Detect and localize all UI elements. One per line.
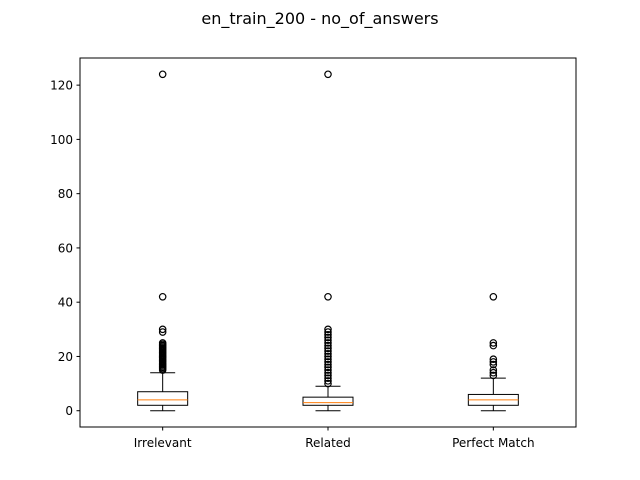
outlier-point: [324, 352, 332, 361]
outlier-point: [489, 339, 498, 347]
y-tick-label: 80: [58, 187, 73, 201]
outlier-point: [324, 355, 332, 363]
x-tick-label: Related: [305, 436, 351, 450]
box-iqr: [137, 391, 189, 406]
outlier-point: [489, 360, 498, 369]
outlier-point: [158, 325, 167, 334]
outlier-point: [324, 339, 332, 347]
outlier-point: [158, 70, 167, 79]
outlier-point: [489, 371, 498, 380]
outlier-point: [324, 292, 332, 301]
outlier-point: [324, 344, 332, 353]
outlier-point: [324, 371, 332, 380]
outlier-point: [158, 328, 167, 336]
y-tick-label: 40: [58, 296, 73, 310]
outlier-point: [324, 366, 332, 374]
outlier-point: [489, 368, 498, 377]
outlier-point: [489, 341, 498, 350]
outlier-point: [324, 330, 332, 339]
outlier-point: [324, 325, 332, 334]
y-tick-label: 120: [50, 79, 73, 93]
outlier-point: [324, 368, 332, 377]
outlier-point: [324, 70, 332, 79]
x-tick-label: Perfect Match: [452, 436, 534, 450]
y-tick-label: 20: [58, 350, 73, 364]
outlier-point: [489, 366, 498, 374]
outlier-point: [324, 358, 332, 366]
y-tick-label: 0: [65, 404, 73, 418]
plot-area: 0 20 40 60 80 100 120 Irrelevant Related Perfect …: [50, 70, 535, 450]
outlier-point: [324, 360, 332, 369]
outlier-point: [324, 374, 332, 382]
outlier-point: [489, 292, 498, 301]
outlier-point: [324, 333, 332, 342]
outlier-point: [324, 328, 332, 336]
outlier-point: [489, 355, 498, 363]
outlier-point: [324, 377, 332, 385]
outlier-point: [324, 336, 332, 344]
outlier-point: [489, 358, 498, 366]
outlier-point: [324, 379, 332, 388]
y-tick-label: 100: [50, 133, 73, 147]
y-tick-label: 60: [58, 241, 73, 255]
axes-frame: [79, 57, 577, 428]
chart-title: en_train_200 - no_of_answers: [201, 9, 438, 29]
x-tick-label: Irrelevant: [134, 436, 192, 450]
outlier-point: [324, 349, 332, 358]
outlier-point: [158, 366, 167, 374]
outlier-point: [324, 363, 332, 372]
outlier-point: [324, 347, 332, 355]
outlier-point: [324, 341, 332, 350]
box-iqr: [302, 396, 354, 406]
outlier-point: [158, 292, 167, 301]
